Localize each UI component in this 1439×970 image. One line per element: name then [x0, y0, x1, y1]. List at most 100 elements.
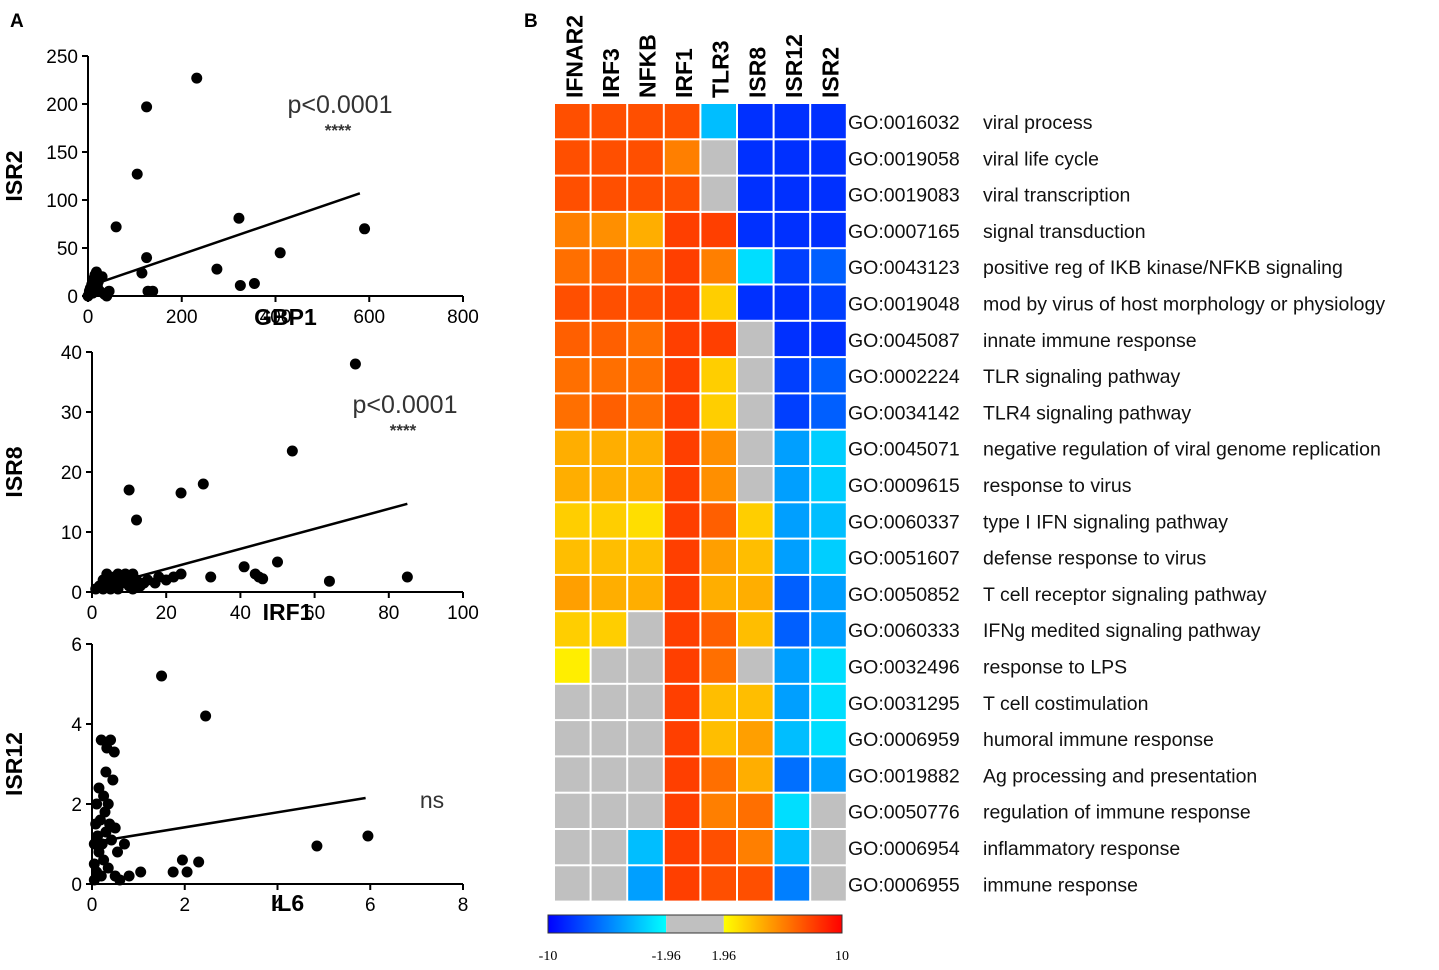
- data-point: [359, 223, 371, 235]
- x-tick-label: 100: [447, 603, 479, 624]
- heatmap-cell: [664, 648, 700, 683]
- go-term-label: negative regulation of viral genome repl…: [983, 439, 1381, 461]
- p-value-annotation: p<0.0001: [353, 391, 458, 419]
- go-id-label: GO:0045071: [848, 439, 960, 461]
- go-id-label: GO:0060337: [848, 511, 960, 533]
- x-tick-label: 400: [260, 307, 292, 328]
- heatmap-cell: [555, 358, 590, 393]
- heatmap-cell: [628, 285, 663, 320]
- data-point: [323, 575, 335, 587]
- heatmap-cell: [811, 503, 846, 538]
- heatmap-cell: [591, 612, 627, 647]
- heatmap-cell: [591, 140, 627, 175]
- go-term-label: response to LPS: [983, 657, 1127, 679]
- heatmap-cell: [664, 575, 700, 611]
- regression-line: [87, 192, 361, 288]
- heatmap-cell: [555, 249, 590, 284]
- heatmap-cell: [774, 793, 810, 828]
- heatmap-cell: [701, 757, 736, 792]
- x-tick-label: 0: [87, 603, 98, 624]
- heatmap-cell: [774, 176, 810, 211]
- go-id-label: GO:0019083: [848, 185, 960, 207]
- heatmap-cell: [664, 721, 700, 756]
- x-tick-label: 40: [230, 603, 251, 624]
- heatmap-cell: [738, 140, 773, 175]
- data-point: [311, 840, 323, 852]
- go-id-label: GO:0009615: [848, 475, 960, 497]
- heatmap-cell: [628, 793, 663, 828]
- data-point: [238, 561, 250, 573]
- heatmap-cell: [811, 176, 846, 211]
- heatmap-cell: [811, 321, 846, 357]
- heatmap-cell: [811, 684, 846, 720]
- heatmap-cell: [738, 648, 773, 683]
- heatmap-cell: [738, 757, 773, 792]
- data-point: [100, 766, 112, 778]
- x-tick-label: 2: [179, 895, 190, 916]
- p-value-annotation: p<0.0001: [288, 91, 393, 119]
- go-id-label: GO:0050776: [848, 802, 960, 824]
- data-point: [175, 568, 187, 580]
- x-tick-label: 8: [458, 895, 469, 916]
- data-point: [114, 874, 126, 886]
- go-id-label: GO:0032496: [848, 657, 960, 679]
- heatmap-cell: [701, 285, 736, 320]
- heatmap-cell: [738, 321, 773, 357]
- scatter-plot-2: 0 10 20 30 40 0 20 40 60 80 100 IRF1 ISR8 p<0.0001 ***…: [1, 343, 479, 625]
- go-id-label: GO:0034142: [848, 402, 960, 424]
- heatmap-cell: [774, 721, 810, 756]
- x-tick-label: 20: [156, 603, 177, 624]
- heatmap-cell: [738, 249, 773, 284]
- heatmap-cell: [664, 430, 700, 465]
- heatmap-cell: [591, 285, 627, 320]
- heatmap-cell: [555, 104, 590, 139]
- go-id-label: GO:0060333: [848, 620, 960, 642]
- heatmap-cell: [591, 648, 627, 683]
- heatmap-cell: [738, 104, 773, 139]
- data-point: [286, 445, 298, 457]
- heatmap-cell: [738, 394, 773, 429]
- heatmap-cell: [628, 866, 663, 901]
- heatmap-cell: [774, 757, 810, 792]
- data-point: [141, 252, 153, 264]
- go-id-label: GO:0019048: [848, 294, 960, 316]
- data-point: [233, 212, 245, 224]
- go-term-label: regulation of immune response: [983, 802, 1251, 824]
- heatmap-cell: [664, 285, 700, 320]
- data-point: [118, 838, 130, 850]
- p-value-annotation: ns: [420, 787, 444, 813]
- heatmap-cell: [591, 575, 627, 611]
- data-point: [234, 279, 246, 291]
- data-point: [103, 285, 115, 297]
- significance-stars: ****: [390, 421, 417, 440]
- heatmap-cell: [701, 467, 736, 502]
- heatmap-cell: [701, 249, 736, 284]
- heatmap-cell: [591, 539, 627, 574]
- heatmap-cell: [628, 176, 663, 211]
- y-tick-label: 40: [61, 343, 82, 364]
- regression-line: [91, 502, 408, 591]
- go-term-label: TLR signaling pathway: [983, 366, 1181, 388]
- x-tick-label: 800: [447, 307, 479, 328]
- heatmap-cell: [701, 612, 736, 647]
- heatmap-cell: [811, 539, 846, 574]
- data-point: [123, 870, 135, 882]
- colorbar-gray-segment: [666, 915, 724, 933]
- heatmap-cell: [738, 212, 773, 248]
- data-point: [197, 478, 209, 490]
- heatmap-cell: [811, 575, 846, 611]
- heatmap-cell: [701, 684, 736, 720]
- data-point: [102, 798, 114, 810]
- data-point: [123, 484, 135, 496]
- data-point: [98, 854, 110, 866]
- heatmap-cell: [811, 866, 846, 901]
- y-tick-label: 200: [46, 95, 78, 116]
- heatmap-cell: [664, 212, 700, 248]
- heatmap-cell: [774, 612, 810, 647]
- data-point: [272, 556, 283, 568]
- y-tick-label: 0: [67, 287, 78, 308]
- data-point: [131, 514, 143, 526]
- x-tick-label: 80: [378, 603, 399, 624]
- data-point: [96, 271, 108, 283]
